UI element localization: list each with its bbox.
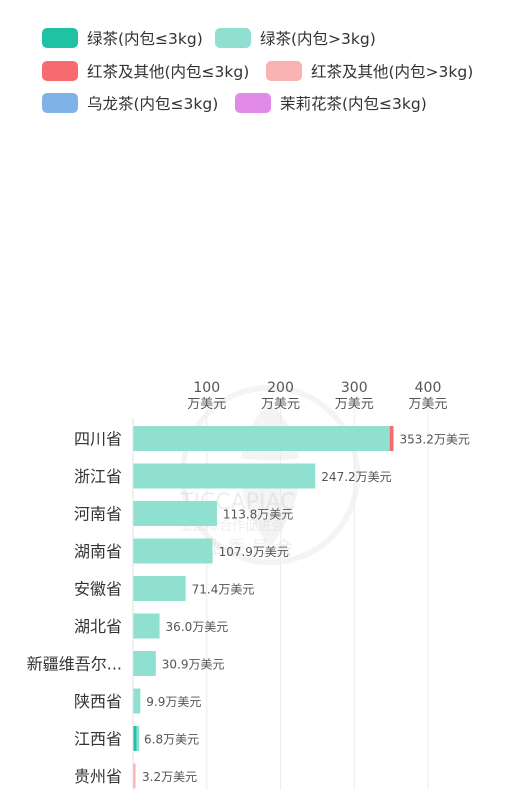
data-label: 6.8万美元 [144, 733, 199, 747]
x-tick-unit: 万美元 [261, 397, 300, 412]
legend-swatch [235, 93, 271, 113]
bar-segment [133, 688, 141, 714]
legend-label: 绿茶(内包>3kg) [260, 30, 376, 48]
x-tick-unit: 万美元 [187, 397, 226, 412]
bar-segment [133, 576, 186, 601]
legend-item-black-large[interactable]: 红茶及其他(内包>3kg) [266, 60, 473, 82]
chart-legend: 绿茶(内包≤3kg) 绿茶(内包>3kg) 红茶及其他(内包≤3kg) 红茶及其… [0, 0, 521, 130]
x-tick-label: 300 [341, 380, 368, 396]
category-label: 浙江省 [74, 467, 122, 486]
category-label: 湖南省 [74, 542, 122, 561]
data-label: 71.4万美元 [192, 583, 255, 597]
category-label: 贵州省 [74, 767, 122, 786]
legend-label: 红茶及其他(内包≤3kg) [87, 63, 250, 81]
legend-label: 茉莉花茶(内包≤3kg) [280, 95, 427, 113]
legend-swatch [42, 61, 78, 81]
x-tick-label: 100 [193, 380, 220, 396]
x-tick-label: 200 [267, 380, 294, 396]
bar-segment [133, 426, 390, 451]
bar-segment [133, 651, 156, 676]
bar-segment [133, 763, 136, 789]
x-tick-unit: 万美元 [335, 397, 374, 412]
bar-segment [133, 463, 316, 489]
bar-segment [136, 726, 140, 751]
category-label: 湖北省 [74, 617, 122, 636]
legend-label: 乌龙茶(内包≤3kg) [87, 95, 219, 113]
legend-label: 红茶及其他(内包>3kg) [311, 63, 474, 81]
legend-swatch [42, 93, 78, 113]
category-label: 陕西省 [74, 692, 122, 711]
data-label: 36.0万美元 [166, 620, 229, 634]
bar-segment [133, 538, 213, 564]
category-label: 四川省 [74, 430, 122, 449]
category-label: 河南省 [74, 505, 122, 524]
bar-segment [133, 613, 160, 639]
data-label: 9.9万美元 [146, 695, 201, 709]
legend-swatch [266, 61, 302, 81]
legend-item-jasmine-small[interactable]: 茉莉花茶(内包≤3kg) [235, 92, 427, 114]
data-label: 113.8万美元 [223, 508, 293, 522]
bar-segment [389, 426, 394, 451]
data-label: 30.9万美元 [162, 658, 225, 672]
x-tick-unit: 万美元 [408, 397, 447, 412]
data-label: 247.2万美元 [321, 470, 391, 484]
data-label: 107.9万美元 [219, 545, 289, 559]
legend-item-oolong-small[interactable]: 乌龙茶(内包≤3kg) [42, 92, 218, 114]
legend-label: 绿茶(内包≤3kg) [87, 30, 203, 48]
category-label: 新疆维吾尔... [27, 655, 122, 674]
legend-swatch [42, 28, 78, 48]
category-label: 安徽省 [74, 580, 122, 599]
bar-segment [133, 726, 137, 751]
bar-segment [133, 501, 217, 526]
legend-item-green-large[interactable]: 绿茶(内包>3kg) [215, 27, 376, 49]
category-label: 江西省 [74, 730, 122, 749]
legend-item-black-small[interactable]: 红茶及其他(内包≤3kg) [42, 60, 249, 82]
data-label: 3.2万美元 [142, 770, 197, 784]
legend-item-green-small[interactable]: 绿茶(内包≤3kg) [42, 27, 203, 49]
data-label: 353.2万美元 [399, 433, 469, 447]
legend-swatch [215, 28, 251, 48]
x-tick-label: 400 [415, 380, 442, 396]
